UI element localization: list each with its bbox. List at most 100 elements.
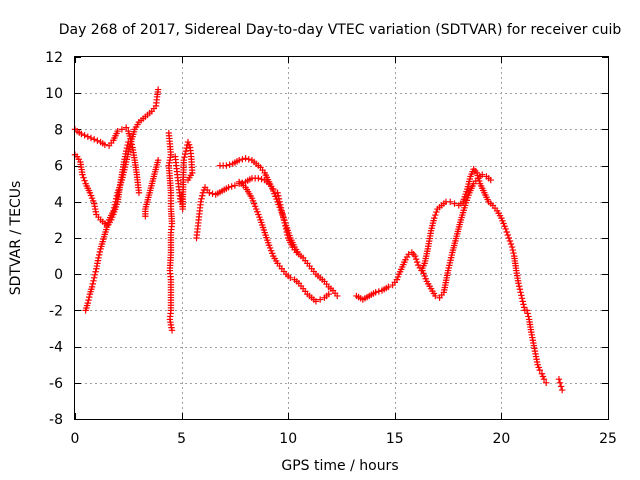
data-point [516, 286, 524, 293]
data-point [81, 177, 88, 184]
data-point [487, 176, 494, 184]
data-point [86, 293, 93, 301]
data-point [154, 86, 162, 93]
data-point [181, 150, 189, 158]
data-point [283, 228, 290, 236]
data-point [432, 292, 439, 300]
data-point [89, 280, 96, 288]
data-point [277, 204, 285, 212]
data-point [542, 379, 550, 386]
data-point [525, 313, 532, 320]
data-point [508, 243, 516, 251]
y-tick-labels: -8 -6 -4 -2 0 2 4 6 8 10 12 [45, 50, 63, 428]
data-point [433, 208, 440, 216]
data-point [451, 200, 458, 207]
data-point [142, 213, 149, 220]
data-point [87, 134, 95, 142]
y-tick-label: -4 [49, 340, 63, 356]
x-tick-label: 25 [599, 431, 617, 447]
data-point [255, 175, 262, 182]
data-point [413, 258, 421, 266]
y-tick-label: -2 [49, 303, 63, 319]
data-point [184, 176, 192, 184]
data-point [231, 182, 239, 189]
data-point [274, 189, 281, 196]
data-point [85, 296, 92, 304]
data-point [183, 144, 190, 152]
data-point [509, 246, 516, 254]
x-tick-label: 10 [279, 431, 297, 447]
data-point [507, 240, 515, 248]
data-point [502, 225, 509, 233]
data-point [412, 255, 420, 263]
y-tick-label: 6 [54, 159, 63, 175]
y-tick-label: -6 [49, 376, 63, 392]
x-tick-label: 0 [71, 431, 80, 447]
data-point [280, 213, 287, 221]
data-point [78, 130, 85, 138]
data-point [94, 137, 101, 144]
y-axis-label: SDTVAR / TECUs [8, 181, 24, 296]
data-point [506, 237, 514, 245]
data-point [182, 147, 190, 155]
data-point [278, 207, 286, 215]
y-tick-label: 2 [54, 231, 63, 247]
data-point [125, 138, 132, 146]
data-point [287, 274, 294, 282]
data-point [515, 283, 523, 290]
data-point [101, 141, 109, 148]
data-point [123, 144, 131, 152]
data-point [135, 189, 143, 196]
plot-frame [74, 56, 609, 420]
data-point [523, 307, 531, 314]
data-point [519, 298, 526, 305]
data-point [334, 292, 341, 300]
x-tick-labels: 0 5 10 15 20 25 [71, 431, 617, 447]
grid-lines [75, 57, 608, 419]
data-point [92, 268, 99, 275]
data-point [279, 210, 286, 218]
data-point [505, 234, 513, 242]
data-point [555, 375, 563, 383]
y-tick-label: 10 [45, 86, 63, 102]
data-point [284, 231, 291, 239]
data-point [517, 289, 524, 296]
y-tick-label: 0 [54, 267, 63, 283]
data-point [88, 283, 96, 291]
data-point [245, 156, 252, 163]
data-point [524, 310, 531, 317]
data-point [80, 174, 87, 181]
data-point [90, 136, 98, 143]
y-tick-label: 4 [54, 195, 63, 211]
x-tick-label: 15 [386, 431, 404, 447]
data-point [432, 211, 439, 219]
y-tick-label: -8 [49, 412, 63, 428]
data-point [206, 189, 213, 196]
data-point [375, 288, 383, 295]
x-tick-label: 20 [492, 431, 510, 447]
data-point [325, 290, 332, 298]
data-point [95, 251, 103, 259]
data-point [280, 216, 288, 224]
data-point [235, 156, 243, 164]
chart-title: Day 268 of 2017, Sidereal Day-to-day VTE… [59, 22, 622, 38]
data-point [510, 249, 517, 257]
data-point [124, 141, 131, 149]
data-point [180, 156, 187, 164]
data-point [282, 222, 289, 230]
data-point [118, 126, 126, 133]
data-point [504, 231, 511, 239]
data-points [71, 86, 566, 394]
data-point [316, 296, 324, 303]
data-point [276, 198, 283, 205]
data-point [199, 192, 206, 199]
data-point [90, 277, 97, 285]
data-point [447, 198, 454, 205]
data-point [312, 298, 320, 305]
data-point [558, 386, 566, 394]
data-point [239, 156, 246, 163]
data-point [557, 383, 565, 390]
data-point [536, 366, 543, 374]
y-tick-label: 12 [45, 50, 63, 66]
data-point [198, 195, 205, 202]
